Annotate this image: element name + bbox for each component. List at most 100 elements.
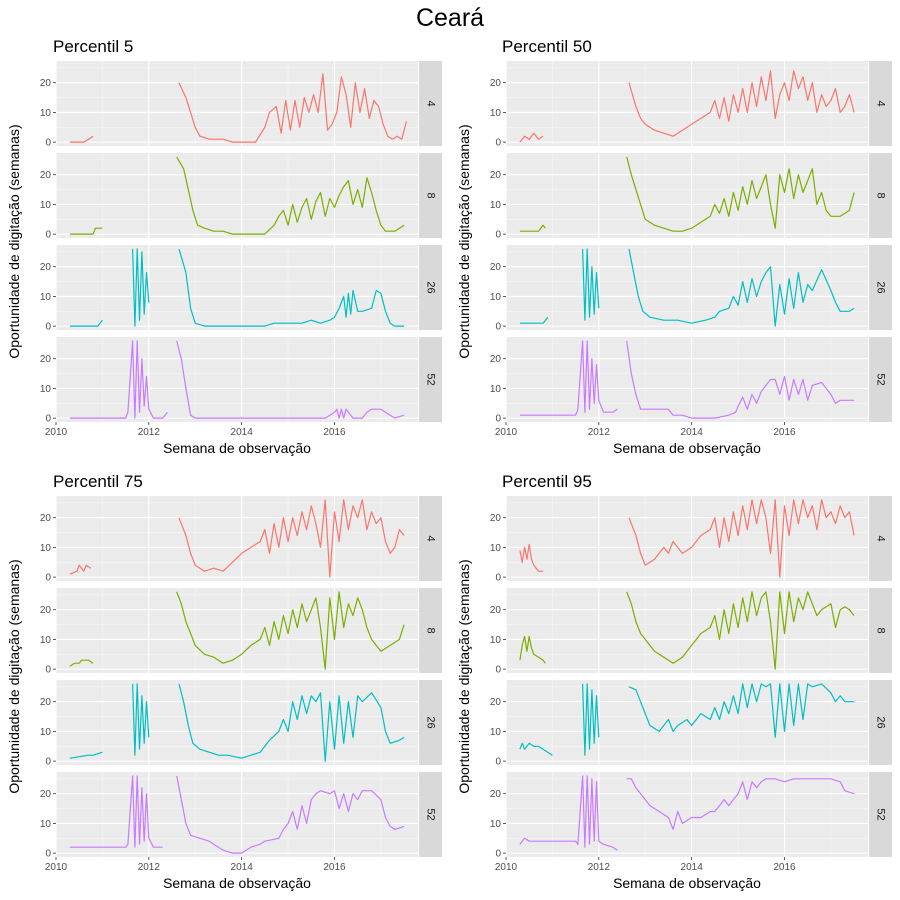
facet-background xyxy=(56,588,418,673)
series-line-52 xyxy=(69,775,405,854)
y-tick-label: 10 xyxy=(490,543,502,554)
facet-52: 0 10 20 52 xyxy=(490,772,892,860)
facet-strip-label: 4 xyxy=(875,100,887,106)
y-tick-label: 0 xyxy=(45,414,51,425)
panel-1: Percentil 5 0 10 20 4 0 10 20 8 0 10 20 26 0 10 20 52 201… xyxy=(6,37,442,456)
series-line-4 xyxy=(69,73,407,143)
facet-background xyxy=(506,772,868,857)
facet-26: 0 10 20 26 xyxy=(490,680,892,768)
facet-4: 0 10 20 4 xyxy=(40,496,442,584)
series-line-26 xyxy=(519,683,855,756)
y-tick-label: 20 xyxy=(490,262,502,273)
facet-strip xyxy=(869,588,892,673)
facet-52: 0 10 20 52 xyxy=(40,337,442,425)
y-axis-title: Oportunidade de digitação (semanas) xyxy=(6,559,22,793)
facet-strip-label: 4 xyxy=(875,535,887,541)
facet-background xyxy=(506,337,868,422)
y-tick-label: 20 xyxy=(40,78,52,89)
facet-strip-label: 8 xyxy=(875,627,887,633)
facet-strip-label: 4 xyxy=(425,100,437,106)
x-tick-label: 2010 xyxy=(45,427,68,438)
facet-strip-label: 52 xyxy=(875,373,887,385)
facet-26: 0 10 20 26 xyxy=(40,245,442,333)
y-tick-label: 10 xyxy=(490,108,502,119)
y-tick-label: 20 xyxy=(40,513,52,524)
y-tick-label: 10 xyxy=(490,200,502,211)
x-tick-label: 2010 xyxy=(495,862,518,873)
y-tick-label: 20 xyxy=(490,78,502,89)
y-tick-label: 0 xyxy=(495,573,501,584)
x-tick-label: 2014 xyxy=(681,862,704,873)
facet-8: 0 10 20 8 xyxy=(40,588,442,676)
panel-title: Percentil 75 xyxy=(53,472,143,491)
series-line-4 xyxy=(519,70,855,143)
y-tick-label: 0 xyxy=(45,322,51,333)
y-tick-label: 0 xyxy=(45,665,51,676)
facet-background xyxy=(56,245,418,330)
facet-strip-label: 26 xyxy=(875,281,887,293)
series-line-4 xyxy=(69,499,405,578)
y-tick-label: 0 xyxy=(45,573,51,584)
series-line-8 xyxy=(519,591,855,670)
x-tick-label: 2010 xyxy=(495,427,518,438)
facet-52: 0 10 20 52 xyxy=(490,337,892,425)
facet-strip xyxy=(419,245,442,330)
series-line-26 xyxy=(519,248,855,327)
y-tick-label: 0 xyxy=(495,138,501,149)
series-line-52 xyxy=(519,775,855,851)
y-tick-label: 0 xyxy=(45,138,51,149)
panel-title: Percentil 50 xyxy=(502,37,592,56)
y-tick-label: 10 xyxy=(490,635,502,646)
y-tick-label: 20 xyxy=(40,605,52,616)
x-tick-label: 2016 xyxy=(323,862,346,873)
facet-background xyxy=(506,61,868,146)
facet-background xyxy=(56,496,418,581)
y-tick-label: 10 xyxy=(40,635,52,646)
facet-strip-label: 26 xyxy=(425,281,437,293)
y-tick-label: 10 xyxy=(40,200,52,211)
facet-background xyxy=(506,680,868,765)
series-line-52 xyxy=(69,340,405,419)
facet-strip xyxy=(869,337,892,422)
x-axis-title: Semana de observação xyxy=(163,440,311,456)
facet-strip xyxy=(419,680,442,765)
facet-strip-label: 52 xyxy=(875,808,887,820)
y-tick-label: 0 xyxy=(45,849,51,860)
facet-background xyxy=(56,153,418,238)
facet-background xyxy=(56,772,418,857)
facet-26: 0 10 20 26 xyxy=(40,680,442,768)
facet-strip-label: 8 xyxy=(425,627,437,633)
x-tick-label: 2010 xyxy=(45,862,68,873)
facet-background xyxy=(506,588,868,673)
series-line-8 xyxy=(519,156,855,232)
facet-4: 0 10 20 4 xyxy=(40,61,442,149)
x-tick-label: 2012 xyxy=(588,862,611,873)
x-tick-label: 2016 xyxy=(773,427,796,438)
panel-title: Percentil 5 xyxy=(53,37,133,56)
x-axis-title: Semana de observação xyxy=(613,440,761,456)
facet-strip xyxy=(419,496,442,581)
facet-background xyxy=(56,680,418,765)
panel-2: Percentil 50 0 10 20 4 0 10 20 8 0 10 20 26 0 10 20 52 20… xyxy=(456,37,892,456)
x-tick-label: 2012 xyxy=(588,427,611,438)
y-axis-title: Oportunidade de digitação (semanas) xyxy=(6,124,22,358)
y-tick-label: 0 xyxy=(45,757,51,768)
y-tick-label: 0 xyxy=(495,665,501,676)
y-tick-label: 0 xyxy=(495,322,501,333)
facet-8: 0 10 20 8 xyxy=(490,153,892,241)
x-tick-label: 2012 xyxy=(138,427,161,438)
y-tick-label: 10 xyxy=(40,819,52,830)
facet-4: 0 10 20 4 xyxy=(490,496,892,584)
y-tick-label: 10 xyxy=(40,292,52,303)
facet-background xyxy=(56,337,418,422)
y-tick-label: 0 xyxy=(45,230,51,241)
y-tick-label: 20 xyxy=(490,513,502,524)
y-tick-label: 20 xyxy=(490,697,502,708)
series-line-4 xyxy=(519,499,855,578)
facet-strip-label: 52 xyxy=(425,808,437,820)
y-tick-label: 0 xyxy=(495,849,501,860)
x-tick-label: 2014 xyxy=(231,427,254,438)
series-line-8 xyxy=(69,156,405,235)
x-tick-label: 2016 xyxy=(773,862,796,873)
